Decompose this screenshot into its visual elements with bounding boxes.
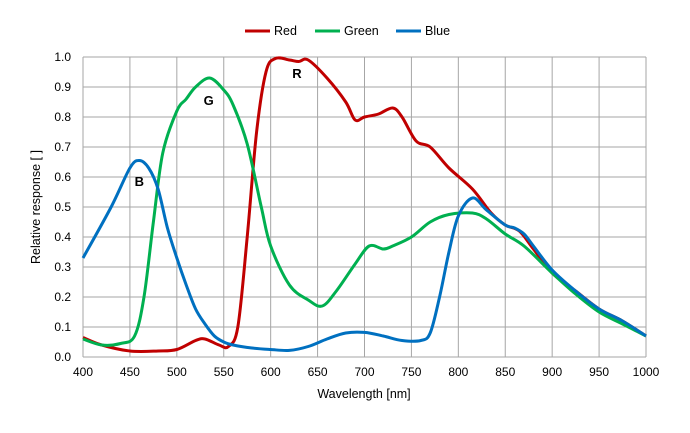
x-tick-label: 550: [214, 365, 234, 379]
y-tick-label: 0.5: [54, 200, 71, 214]
y-tick-label: 0.9: [54, 80, 71, 94]
x-axis-label: Wavelength [nm]: [317, 387, 410, 401]
y-tick-label: 0.1: [54, 320, 71, 334]
y-tick-label: 0.0: [54, 350, 71, 364]
x-tick-label: 1000: [633, 365, 660, 379]
curve-annotations: R G B: [135, 66, 303, 189]
y-tick-label: 0.7: [54, 140, 71, 154]
y-tick-label: 1.0: [54, 50, 71, 64]
series-line-blue: [81, 158, 647, 353]
legend: Red Green Blue: [245, 24, 450, 38]
grid: [82, 56, 647, 358]
y-tick-label: 0.2: [54, 290, 71, 304]
annotation-label: G: [204, 93, 214, 108]
legend-item-red: Red: [245, 24, 297, 38]
x-tick-label: 900: [542, 365, 562, 379]
legend-label: Red: [274, 24, 297, 38]
legend-item-blue: Blue: [396, 24, 450, 38]
x-tick-label: 600: [261, 365, 281, 379]
x-tick-label: 750: [401, 365, 421, 379]
series-line-green: [82, 76, 647, 347]
x-tick-labels: 400 450 500 550 600 650 700 750 800 850 900 950 1000: [73, 365, 660, 379]
y-axis-label: Relative response [ ]: [29, 150, 43, 264]
legend-item-green: Green: [315, 24, 379, 38]
x-tick-label: 800: [448, 365, 468, 379]
y-tick-label: 0.3: [54, 260, 71, 274]
legend-label: Blue: [425, 24, 450, 38]
x-tick-label: 500: [167, 365, 187, 379]
x-tick-label: 950: [589, 365, 609, 379]
annotation-label: R: [292, 66, 302, 81]
y-tick-label: 0.8: [54, 110, 71, 124]
x-tick-label: 450: [120, 365, 140, 379]
y-tick-label: 0.4: [54, 230, 71, 244]
annotation-label: B: [135, 174, 144, 189]
x-tick-label: 650: [308, 365, 328, 379]
y-tick-label: 0.6: [54, 170, 71, 184]
x-tick-label: 700: [354, 365, 374, 379]
x-tick-label: 400: [73, 365, 93, 379]
series-lines: [81, 56, 647, 354]
y-tick-labels: 0.0 0.1 0.2 0.3 0.4 0.5 0.6 0.7 0.8 0.9 1.0: [54, 50, 71, 364]
legend-label: Green: [344, 24, 379, 38]
x-tick-label: 850: [495, 365, 515, 379]
